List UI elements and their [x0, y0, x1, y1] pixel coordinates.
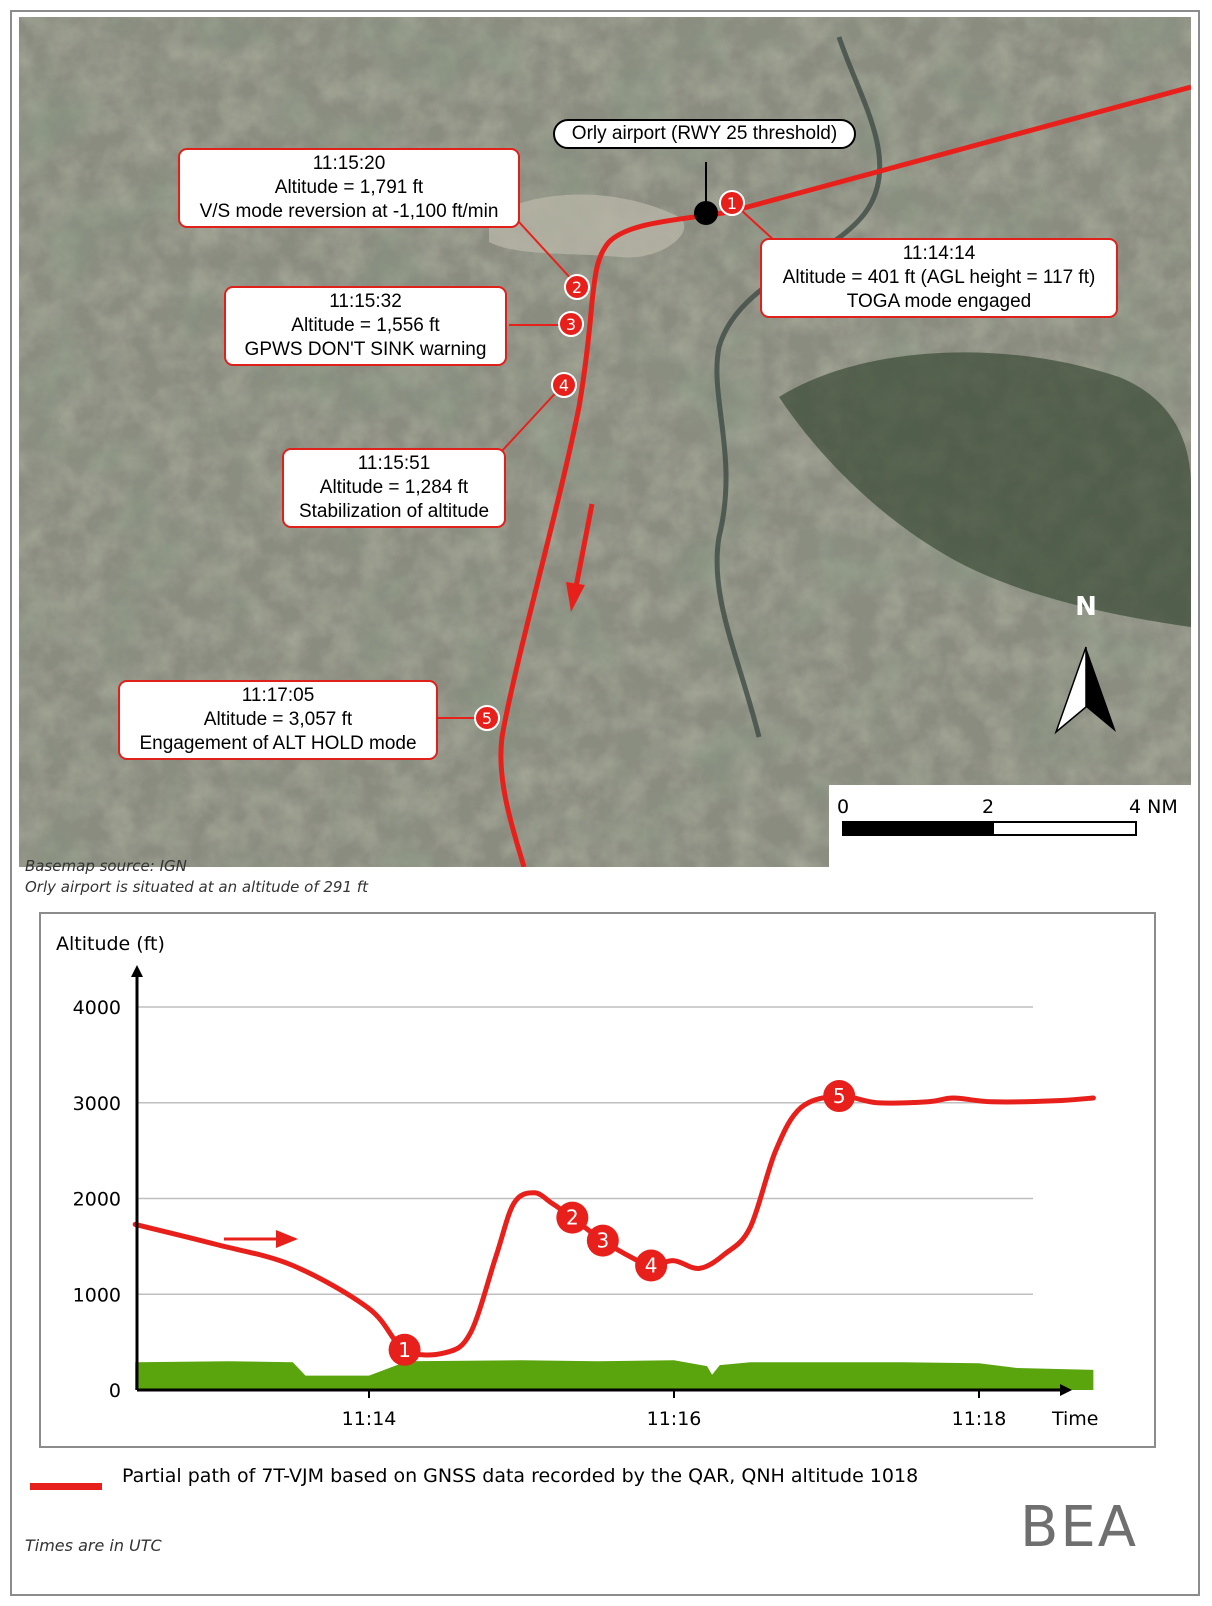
figure-frame: [10, 10, 1200, 1596]
river-seine: [714, 36, 883, 738]
leader-line-1: [740, 209, 777, 243]
map-marker-1-circle: [719, 190, 745, 216]
callout-3: 11:15:32 Altitude = 1,556 ft GPWS DON'T …: [224, 286, 507, 366]
scale-label-0: 0: [837, 796, 850, 818]
leader-line-2: [518, 221, 575, 283]
scale-bar: 0 2 4 NM: [829, 785, 1191, 867]
direction-arrow-shaft: [573, 503, 595, 588]
callout-1-time: 11:14:14: [902, 243, 976, 264]
direction-arrow-head: [566, 582, 585, 612]
callout-5: 11:17:05 Altitude = 3,057 ft Engagement …: [118, 680, 438, 760]
map-marker-3-circle: [558, 311, 584, 337]
runway-threshold-dot: [694, 201, 718, 225]
map-marker-5[interactable]: 5: [474, 705, 500, 731]
callout-3-event: GPWS DON'T SINK warning: [244, 339, 487, 360]
callout-2-altitude: Altitude = 1,791 ft: [274, 177, 424, 198]
map-marker-5-circle: [474, 705, 500, 731]
leader-line-4: [500, 385, 563, 453]
callout-4-event: Stabilization of altitude: [298, 501, 490, 522]
times-note: Times are in UTC: [25, 1536, 162, 1555]
altitude-chart-frame: [39, 912, 1156, 1448]
callout-2: 11:15:20 Altitude = 1,791 ft V/S mode re…: [178, 148, 520, 228]
scale-bar-white: [992, 821, 1137, 836]
basemap-note: Basemap source: IGN: [25, 857, 187, 875]
scale-label-4nm: 4 NM: [1129, 796, 1178, 818]
map-marker-4-label: 4: [559, 376, 569, 395]
map-marker-2-label: 2: [572, 278, 582, 297]
callout-2-event: V/S mode reversion at -1,100 ft/min: [199, 201, 499, 222]
map-marker-3[interactable]: 3: [558, 311, 584, 337]
callout-5-event: Engagement of ALT HOLD mode: [139, 733, 417, 754]
flight-path: [498, 84, 1191, 867]
callout-1-event: TOGA mode engaged: [846, 291, 1032, 312]
airport-label: Orly airport (RWY 25 threshold): [553, 119, 856, 149]
map-marker-4[interactable]: 4: [551, 372, 577, 398]
airport-altitude-note: Orly airport is situated at an altitude …: [25, 878, 368, 896]
map-marker-3-label: 3: [566, 315, 576, 334]
map-marker-2-circle: [564, 274, 590, 300]
map-marker-4-circle: [551, 372, 577, 398]
callout-4-altitude: Altitude = 1,284 ft: [319, 477, 469, 498]
callout-4-time: 11:15:51: [357, 453, 431, 474]
map-marker-1-label: 1: [727, 194, 737, 213]
bea-logo: BEA: [1020, 1495, 1139, 1560]
forest-area: [779, 352, 1191, 627]
callout-5-time: 11:17:05: [241, 685, 315, 706]
callout-1: 11:14:14 Altitude = 401 ft (AGL height =…: [760, 238, 1118, 318]
north-arrow-icon: N: [1054, 592, 1116, 735]
north-arrow-right-half: [1086, 647, 1116, 732]
map-marker-2[interactable]: 2: [564, 274, 590, 300]
scale-bar-black: [842, 821, 992, 836]
scale-label-2: 2: [982, 796, 995, 818]
legend-swatch: [30, 1483, 102, 1490]
legend-label: Partial path of 7T-VJM based on GNSS dat…: [122, 1465, 919, 1487]
map-marker-1[interactable]: 1: [719, 190, 745, 216]
callout-4: 11:15:51 Altitude = 1,284 ft Stabilizati…: [282, 448, 506, 528]
map-marker-5-label: 5: [482, 709, 492, 728]
callout-1-altitude: Altitude = 401 ft (AGL height = 117 ft): [782, 267, 1096, 288]
north-label: N: [1075, 592, 1097, 622]
callout-5-altitude: Altitude = 3,057 ft: [203, 709, 353, 730]
callout-3-time: 11:15:32: [329, 291, 402, 312]
callout-3-altitude: Altitude = 1,556 ft: [291, 315, 440, 336]
callout-2-time: 11:15:20: [312, 153, 386, 174]
